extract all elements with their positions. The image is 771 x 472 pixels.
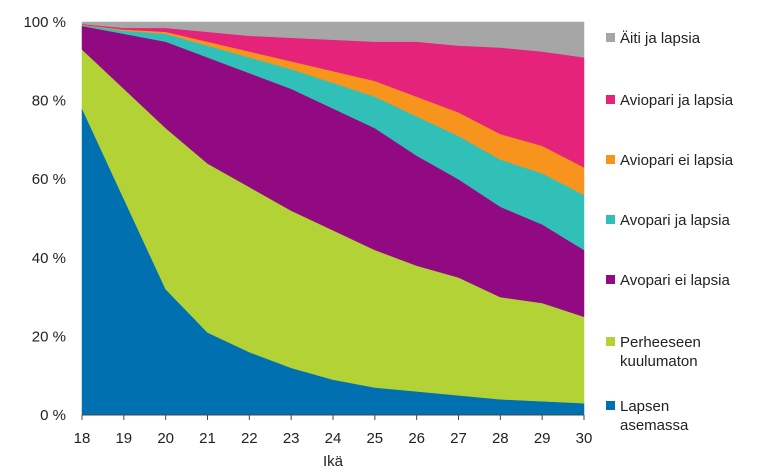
x-tick-label: 24 — [325, 430, 342, 447]
legend-swatch — [606, 337, 615, 346]
legend-swatch — [606, 401, 615, 410]
x-tick-label: 26 — [408, 430, 425, 447]
y-tick-label: 100 % — [23, 14, 66, 31]
x-tick-label: 27 — [450, 430, 467, 447]
x-axis-title: Ikä — [323, 453, 344, 470]
x-tick-label: 28 — [492, 430, 509, 447]
legend-swatch — [606, 33, 615, 42]
legend-swatch — [606, 275, 615, 284]
x-tick-label: 20 — [157, 430, 174, 447]
legend-swatch — [606, 95, 615, 104]
legend-label: Aviopari ja lapsia — [620, 92, 734, 109]
legend-swatch — [606, 215, 615, 224]
x-tick-label: 21 — [199, 430, 216, 447]
x-tick-label: 29 — [534, 430, 551, 447]
y-tick-label: 60 % — [32, 171, 66, 188]
x-tick-label: 23 — [283, 430, 300, 447]
y-tick-label: 0 % — [40, 407, 66, 424]
area-series-6 — [81, 21, 585, 58]
legend-label: asemassa — [620, 417, 689, 434]
legend-label: kuulumaton — [620, 353, 698, 370]
x-tick-label: 25 — [366, 430, 383, 447]
legend-label: Aviopari ei lapsia — [620, 152, 734, 169]
area-layers — [81, 21, 585, 416]
legend-swatch — [606, 155, 615, 164]
y-tick-label: 80 % — [32, 93, 66, 110]
y-tick-labels: 0 % 20 % 40 % 60 % 80 % 100 % — [23, 14, 66, 424]
legend: Äiti ja lapsia Aviopari ja lapsia Aviopari… — [606, 30, 734, 434]
legend-label: Perheeseen — [620, 334, 701, 351]
y-tick-label: 20 % — [32, 328, 66, 345]
legend-label: Avopari ei lapsia — [620, 272, 730, 289]
legend-label: Avopari ja lapsia — [620, 212, 730, 229]
x-tick-labels: 18 19 20 21 22 23 24 25 26 27 28 29 30 — [74, 415, 593, 447]
x-tick-label: 19 — [115, 430, 132, 447]
x-tick-label: 22 — [241, 430, 258, 447]
legend-label: Äiti ja lapsia — [620, 30, 701, 47]
x-tick-label: 18 — [74, 430, 91, 447]
legend-label: Lapsen — [620, 398, 669, 415]
x-tick-label: 30 — [576, 430, 593, 447]
y-tick-label: 40 % — [32, 250, 66, 267]
